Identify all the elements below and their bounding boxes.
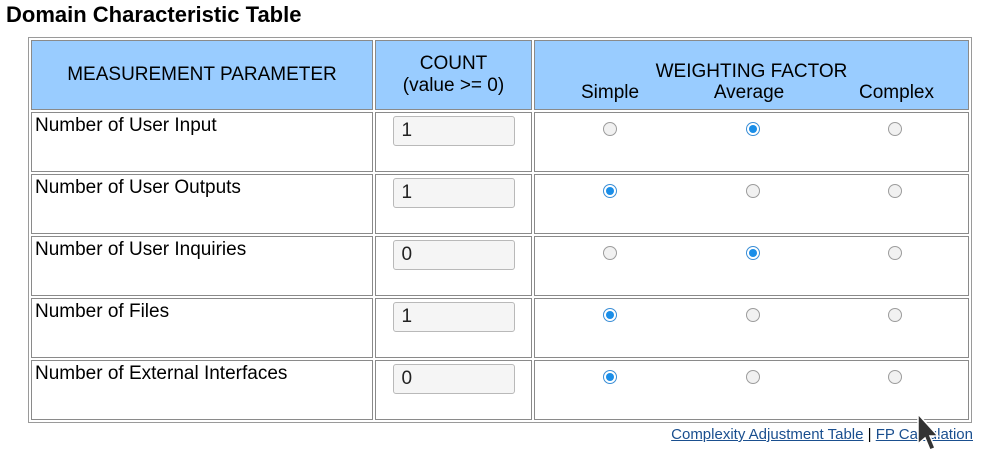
count-cell — [375, 112, 532, 172]
header-count: COUNT (value >= 0) — [375, 40, 532, 110]
header-average: Average — [713, 82, 785, 103]
parameter-label: Number of Files — [35, 301, 170, 322]
weighting-cell — [534, 298, 969, 358]
table-row: Number of Files — [31, 298, 969, 358]
parameter-cell: Number of Files — [31, 298, 373, 358]
radio-complex[interactable] — [888, 370, 902, 384]
radio-simple[interactable] — [603, 122, 617, 136]
table-row: Number of User Outputs — [31, 174, 969, 234]
count-input[interactable] — [392, 178, 515, 208]
radio-average[interactable] — [745, 246, 760, 260]
page-title: Domain Characteristic Table — [6, 2, 302, 27]
count-input[interactable] — [392, 364, 515, 394]
header-weighting-factor: WEIGHTING FACTOR Simple Average Complex — [534, 40, 969, 110]
header-simple: Simple — [581, 82, 640, 103]
weighting-cell — [534, 174, 969, 234]
weighting-cell — [534, 112, 969, 172]
table-row: Number of External Interfaces — [31, 360, 969, 420]
parameter-label: Number of User Inquiries — [35, 239, 247, 260]
parameter-label: Number of User Input — [35, 115, 217, 136]
count-input[interactable] — [392, 116, 515, 146]
parameter-cell: Number of External Interfaces — [31, 360, 373, 420]
domain-characteristic-table: MEASUREMENT PARAMETER COUNT (value >= 0)… — [28, 37, 972, 423]
radio-complex[interactable] — [888, 184, 902, 198]
header-weighting-label: WEIGHTING FACTOR — [655, 61, 848, 82]
count-cell — [375, 298, 532, 358]
header-count-label: COUNT — [419, 53, 488, 74]
header-parameter-label: MEASUREMENT PARAMETER — [67, 64, 337, 85]
count-input[interactable] — [392, 240, 515, 270]
radio-simple[interactable] — [603, 370, 617, 384]
table-row: Number of User Input — [31, 112, 969, 172]
radio-complex[interactable] — [888, 246, 902, 260]
weighting-cell — [534, 236, 969, 296]
parameter-cell: Number of User Input — [31, 112, 373, 172]
radio-simple[interactable] — [603, 308, 617, 322]
complexity-adjustment-link[interactable]: Complexity Adjustment Table — [671, 426, 864, 443]
weighting-cell — [534, 360, 969, 420]
radio-average[interactable] — [745, 308, 760, 322]
header-complex: Complex — [859, 82, 934, 103]
parameter-cell: Number of User Inquiries — [31, 236, 373, 296]
header-count-hint: (value >= 0) — [402, 75, 505, 96]
parameter-cell: Number of User Outputs — [31, 174, 373, 234]
radio-average[interactable] — [745, 370, 760, 384]
radio-average[interactable] — [745, 122, 760, 136]
radio-complex[interactable] — [888, 122, 902, 136]
radio-average[interactable] — [745, 184, 760, 198]
parameter-label: Number of External Interfaces — [35, 363, 288, 384]
radio-simple[interactable] — [603, 184, 617, 198]
parameter-label: Number of User Outputs — [35, 177, 241, 198]
mouse-pointer-icon — [917, 412, 940, 451]
radio-simple[interactable] — [603, 246, 617, 260]
header-measurement-parameter: MEASUREMENT PARAMETER — [31, 40, 373, 110]
count-cell — [375, 236, 532, 296]
count-cell — [375, 174, 532, 234]
table-row: Number of User Inquiries — [31, 236, 969, 296]
count-input[interactable] — [392, 302, 515, 332]
radio-complex[interactable] — [888, 308, 902, 322]
link-separator: | — [867, 426, 872, 443]
count-cell — [375, 360, 532, 420]
